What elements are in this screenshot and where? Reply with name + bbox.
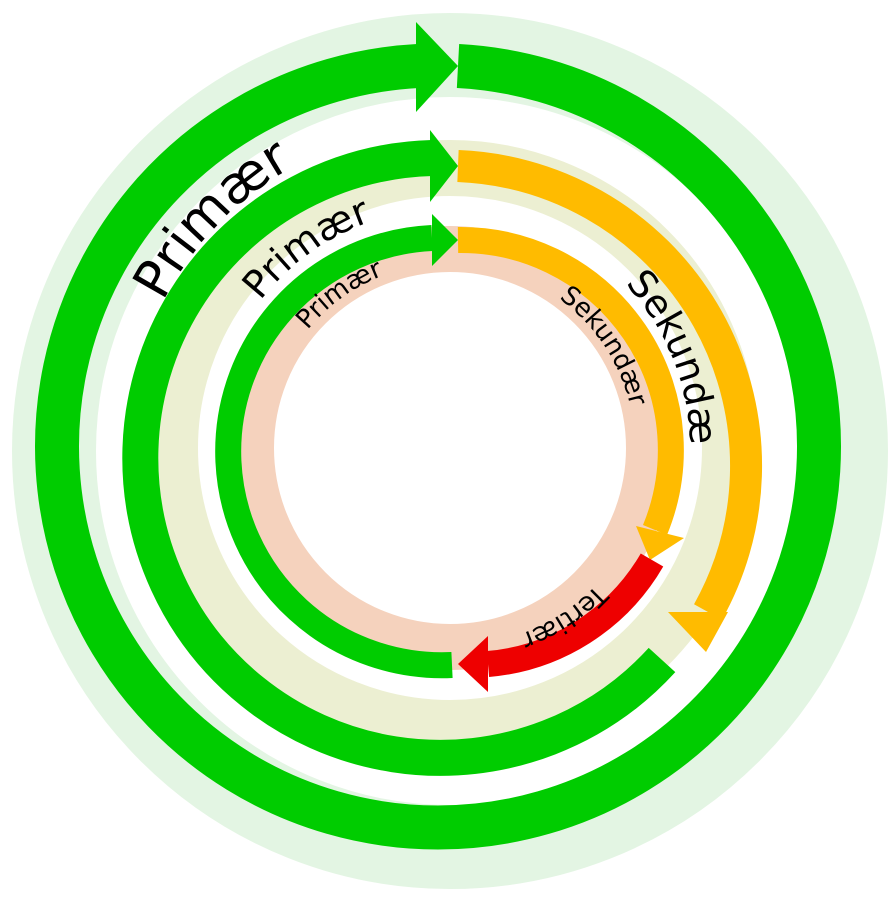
outer-primary-arc (35, 44, 841, 850)
inner-tertiary-arc (486, 553, 664, 677)
middle-secondary-arc (457, 150, 763, 620)
inner-primary-arrowhead (432, 214, 458, 266)
middle-primary-arc (122, 140, 676, 776)
inner-secondary-arc (457, 226, 684, 535)
inner-primary-arc (215, 225, 453, 679)
middle-primary-arrowhead (430, 130, 458, 202)
middle-secondary-arrowhead (668, 612, 728, 652)
inner-tertiary-arrowhead (458, 636, 488, 692)
inner-secondary-arrowhead (636, 526, 684, 560)
inner-band (228, 226, 672, 670)
outer-primary-arrowhead (416, 22, 458, 112)
